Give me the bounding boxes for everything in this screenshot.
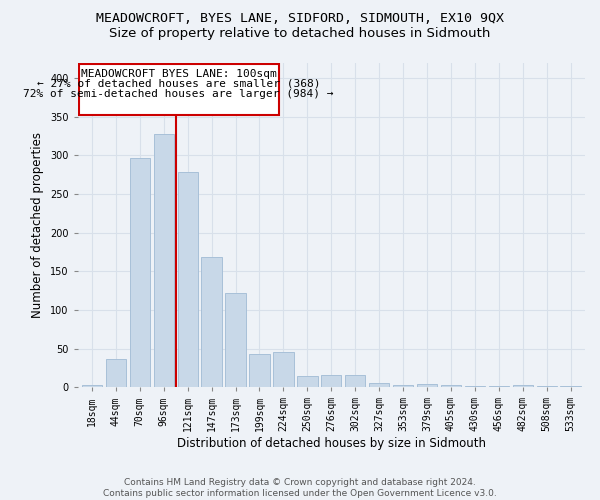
- Bar: [560, 386, 581, 387]
- Bar: [536, 386, 557, 387]
- Bar: [369, 384, 389, 387]
- Bar: [250, 354, 269, 387]
- Bar: [130, 158, 150, 387]
- Bar: [178, 172, 198, 387]
- Bar: [321, 375, 341, 387]
- Text: Contains HM Land Registry data © Crown copyright and database right 2024.
Contai: Contains HM Land Registry data © Crown c…: [103, 478, 497, 498]
- Bar: [393, 385, 413, 387]
- Y-axis label: Number of detached properties: Number of detached properties: [31, 132, 44, 318]
- Bar: [82, 385, 102, 387]
- Bar: [106, 358, 126, 387]
- Text: Size of property relative to detached houses in Sidmouth: Size of property relative to detached ho…: [109, 28, 491, 40]
- Bar: [226, 293, 246, 387]
- Bar: [273, 352, 293, 387]
- Text: MEADOWCROFT, BYES LANE, SIDFORD, SIDMOUTH, EX10 9QX: MEADOWCROFT, BYES LANE, SIDFORD, SIDMOUT…: [96, 12, 504, 26]
- Bar: [297, 376, 317, 387]
- Bar: [154, 134, 174, 387]
- Text: MEADOWCROFT BYES LANE: 100sqm: MEADOWCROFT BYES LANE: 100sqm: [81, 68, 277, 78]
- Text: ← 27% of detached houses are smaller (368): ← 27% of detached houses are smaller (36…: [37, 78, 320, 88]
- X-axis label: Distribution of detached houses by size in Sidmouth: Distribution of detached houses by size …: [177, 437, 486, 450]
- Text: 72% of semi-detached houses are larger (984) →: 72% of semi-detached houses are larger (…: [23, 89, 334, 99]
- Bar: [417, 384, 437, 387]
- Bar: [345, 375, 365, 387]
- Bar: [512, 385, 533, 387]
- Bar: [441, 385, 461, 387]
- Bar: [488, 386, 509, 387]
- FancyBboxPatch shape: [79, 64, 278, 115]
- Bar: [202, 258, 222, 387]
- Bar: [465, 386, 485, 387]
